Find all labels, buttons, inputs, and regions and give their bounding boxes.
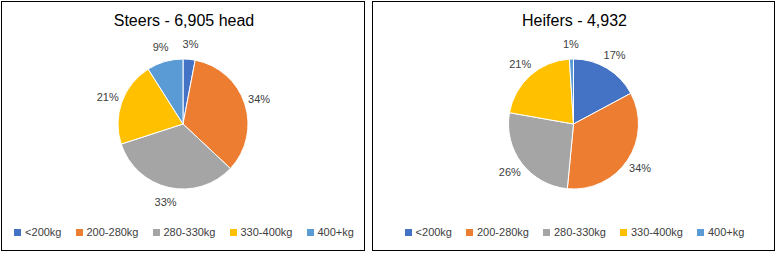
- html-text:330-400kg: 330-400kg: [631, 226, 683, 238]
- html-text:330-400kg: 330-400kg: [240, 226, 293, 238]
- html-text:400+kg: 400+kg: [317, 226, 354, 238]
- html-text:280-330kg: 280-330kg: [163, 226, 216, 238]
- html-text:200-280kg: 200-280kg: [86, 226, 139, 238]
- svg-text:1%: 1%: [563, 38, 579, 50]
- html-text:200-280kg: 200-280kg: [477, 226, 529, 238]
- html-text:400+kg: 400+kg: [708, 226, 745, 238]
- svg-text:3%: 3%: [183, 38, 199, 50]
- svg-text:33%: 33%: [155, 196, 177, 208]
- svg-text:34%: 34%: [629, 162, 651, 174]
- svg-text:26%: 26%: [499, 166, 521, 178]
- svg-text:21%: 21%: [509, 58, 531, 70]
- svg-text:21%: 21%: [97, 91, 119, 103]
- html-text:Heifers - 4,932: Heifers - 4,932: [522, 12, 627, 29]
- svg-text:9%: 9%: [153, 41, 169, 53]
- svg-text:34%: 34%: [248, 93, 270, 105]
- svg-text:17%: 17%: [604, 49, 626, 61]
- html-text:Steers - 6,905 head: Steers - 6,905 head: [113, 12, 255, 29]
- html-text:280-330kg: 280-330kg: [554, 226, 606, 238]
- html-text:<200kg: <200kg: [415, 226, 452, 238]
- html-text:<200kg: <200kg: [25, 226, 62, 238]
